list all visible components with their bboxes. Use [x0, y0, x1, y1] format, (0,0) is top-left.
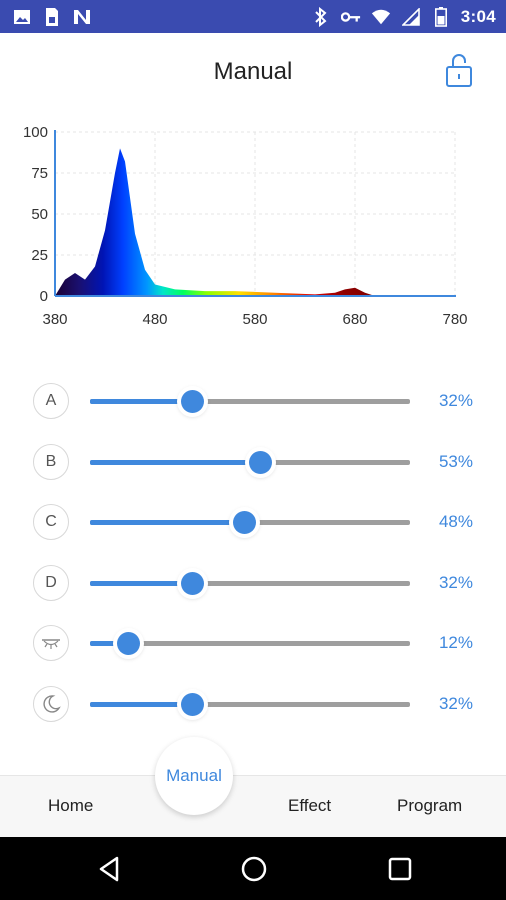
slider-fill: [90, 520, 244, 525]
channel-slider[interactable]: [90, 450, 410, 474]
n-logo-icon: [72, 7, 92, 27]
y-tick-label: 100: [23, 124, 48, 141]
x-tick-label: 780: [442, 311, 467, 328]
channel-percent: 32%: [438, 391, 473, 410]
channel-label-badge: B: [33, 443, 69, 480]
nav-effect[interactable]: Effect: [288, 796, 332, 815]
bottom-nav: Home Effect Program: [0, 775, 506, 837]
slider-fill: [90, 701, 193, 707]
slider-fill: [90, 399, 193, 404]
recents-icon[interactable]: [385, 854, 415, 884]
channel-row: 32%: [0, 679, 506, 729]
nav-program[interactable]: Program: [397, 796, 463, 815]
app-header: Manual: [0, 33, 506, 111]
slider-thumb[interactable]: [248, 450, 272, 474]
channel-percent: 53%: [438, 451, 473, 471]
home-circle-icon[interactable]: [239, 854, 269, 884]
y-tick-label: 50: [31, 206, 48, 223]
slider-thumb[interactable]: [181, 692, 205, 716]
unlock-icon[interactable]: [444, 53, 474, 89]
channel-slider[interactable]: [90, 390, 410, 413]
channel-slider[interactable]: [90, 632, 410, 655]
wifi-icon: [371, 7, 391, 27]
channel-percent: 48%: [438, 512, 473, 531]
channel-percent: 32%: [438, 572, 473, 592]
slider-thumb[interactable]: [181, 390, 205, 413]
channel-row: B 53%: [0, 437, 506, 487]
channel-row: D 32%: [0, 558, 506, 608]
bluetooth-icon: [311, 6, 331, 27]
x-tick-label: 380: [42, 311, 67, 328]
channel-label-badge: D: [33, 564, 69, 601]
slider-thumb[interactable]: [181, 571, 205, 595]
y-tick-label: 25: [31, 247, 48, 264]
nav-manual[interactable]: Manual: [155, 737, 233, 815]
slider-thumb[interactable]: [117, 632, 141, 655]
moon-icon: [33, 685, 69, 722]
system-nav-bar: [0, 837, 506, 900]
back-icon[interactable]: [95, 854, 125, 884]
channel-label-badge: C: [33, 504, 69, 540]
sunrise-icon: [33, 625, 69, 661]
y-tick-label: 75: [31, 165, 48, 182]
slider-fill: [90, 641, 129, 646]
channel-row: C 48%: [0, 497, 506, 547]
x-tick-label: 680: [342, 311, 367, 328]
signal-icon: [401, 7, 421, 27]
battery-icon: [431, 6, 451, 27]
channel-slider[interactable]: [90, 511, 410, 534]
y-tick-label: 0: [40, 288, 48, 305]
channel-slider[interactable]: [90, 571, 410, 595]
status-bar: 3:04: [0, 0, 506, 33]
slider-fill: [90, 580, 193, 586]
slider-thumb[interactable]: [232, 511, 256, 534]
spectrum-area: [55, 148, 455, 296]
channel-percent: 12%: [438, 633, 473, 652]
channel-label-badge: A: [33, 383, 69, 419]
channel-row: A 32%: [0, 376, 506, 426]
page-title: Manual: [213, 58, 293, 85]
key-icon: [340, 7, 361, 27]
channel-row: 12%: [0, 618, 506, 668]
channel-slider[interactable]: [90, 692, 410, 716]
clock-time: 3:04: [460, 6, 496, 26]
spectrum-chart: 100 75 50 25 0 380 480 580 680 780: [23, 124, 468, 328]
channel-percent: 32%: [438, 693, 473, 713]
image-icon: [12, 7, 32, 27]
sim-card-icon: [42, 7, 62, 27]
x-tick-label: 580: [242, 311, 267, 328]
slider-fill: [90, 459, 260, 465]
nav-home[interactable]: Home: [48, 796, 94, 815]
x-tick-label: 480: [142, 311, 167, 328]
